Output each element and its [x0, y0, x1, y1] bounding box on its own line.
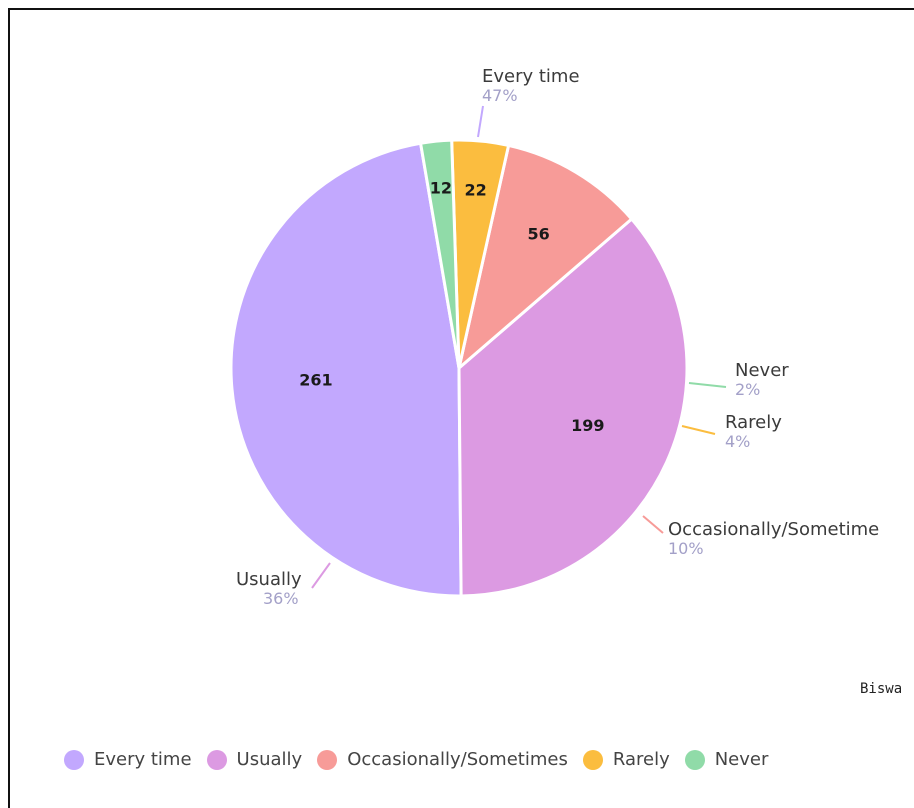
legend-item: Usually: [206, 749, 303, 770]
legend-swatch: [582, 749, 603, 770]
chart-legend: Every time Usually Occasionally/Sometimes R…: [64, 749, 783, 770]
legend-label: Never: [714, 749, 769, 770]
legend-swatch: [317, 749, 338, 770]
slice-percent-label: 4%: [725, 432, 750, 451]
slice-percent-label: 36%: [263, 589, 299, 608]
footer-text: Biswa: [860, 681, 902, 697]
legend-label: Every time: [94, 749, 192, 770]
pie-slice-every-time: [229, 141, 463, 598]
slice-value-label: 56: [527, 224, 549, 243]
legend-item: Occasionally/Sometimes: [317, 749, 568, 770]
slice-percent-label: 2%: [735, 380, 760, 399]
leader-line: [688, 382, 727, 388]
slice-category-label: Never: [735, 360, 789, 381]
slice-category-label: Rarely: [725, 412, 782, 433]
leader-line: [311, 562, 331, 589]
legend-item: Rarely: [582, 749, 670, 770]
chart-frame: [8, 8, 914, 808]
leader-line: [681, 425, 716, 435]
legend-swatch: [64, 749, 84, 770]
legend-item: Never: [684, 749, 769, 770]
pie-slice-occasionally-sometime: [457, 143, 634, 370]
legend-swatch: [206, 749, 227, 770]
slice-category-label: Usually: [236, 569, 302, 590]
pie-slice-usually: [457, 217, 689, 598]
slice-value-label: 12: [430, 178, 452, 197]
slice-percent-label: 10%: [668, 539, 704, 558]
leader-line: [642, 515, 664, 534]
legend-label: Usually: [236, 749, 303, 770]
legend-label: Occasionally/Sometimes: [347, 749, 568, 770]
slice-percent-label: 47%: [482, 86, 518, 105]
slice-value-label: 199: [571, 416, 604, 435]
slice-value-label: 261: [299, 370, 332, 389]
legend-swatch: [684, 749, 705, 770]
slice-value-label: 22: [464, 180, 486, 199]
leader-line: [477, 105, 484, 138]
legend-label: Rarely: [612, 749, 670, 770]
legend-item: Every time: [64, 749, 192, 770]
slice-category-label: Every time: [482, 66, 580, 87]
pie-slice-never: [419, 138, 461, 370]
slice-category-label: Occasionally/Sometime: [668, 519, 879, 540]
